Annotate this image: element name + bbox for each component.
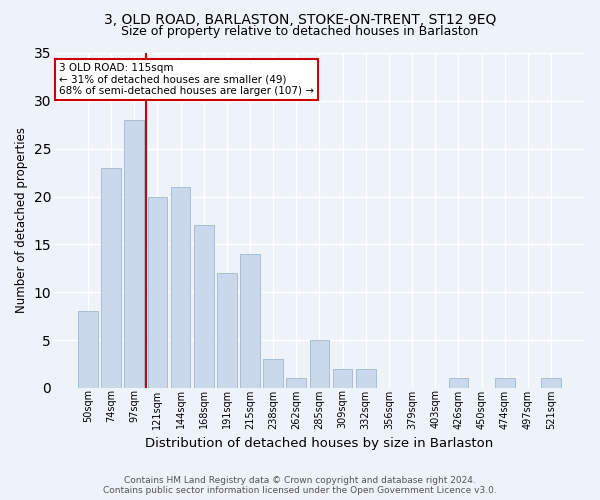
Bar	[101, 168, 121, 388]
Bar	[356, 369, 376, 388]
Bar	[333, 369, 352, 388]
Y-axis label: Number of detached properties: Number of detached properties	[15, 128, 28, 314]
Bar	[541, 378, 561, 388]
X-axis label: Distribution of detached houses by size in Barlaston: Distribution of detached houses by size …	[145, 437, 494, 450]
Text: 3, OLD ROAD, BARLASTON, STOKE-ON-TRENT, ST12 9EQ: 3, OLD ROAD, BARLASTON, STOKE-ON-TRENT, …	[104, 12, 496, 26]
Bar	[78, 312, 98, 388]
Bar	[148, 196, 167, 388]
Bar	[263, 359, 283, 388]
Bar	[194, 225, 214, 388]
Bar	[240, 254, 260, 388]
Bar	[495, 378, 515, 388]
Bar	[124, 120, 144, 388]
Bar	[449, 378, 468, 388]
Bar	[171, 187, 190, 388]
Bar	[286, 378, 306, 388]
Bar	[310, 340, 329, 388]
Text: Size of property relative to detached houses in Barlaston: Size of property relative to detached ho…	[121, 25, 479, 38]
Bar	[217, 273, 237, 388]
Text: Contains HM Land Registry data © Crown copyright and database right 2024.
Contai: Contains HM Land Registry data © Crown c…	[103, 476, 497, 495]
Text: 3 OLD ROAD: 115sqm
← 31% of detached houses are smaller (49)
68% of semi-detache: 3 OLD ROAD: 115sqm ← 31% of detached hou…	[59, 63, 314, 96]
